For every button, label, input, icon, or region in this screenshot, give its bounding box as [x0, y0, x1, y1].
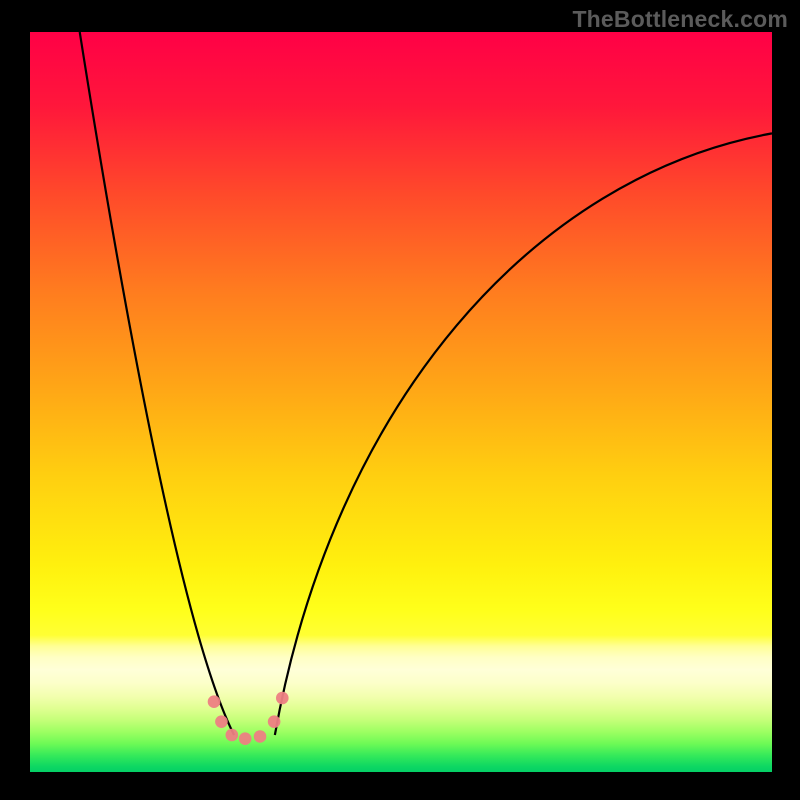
curve-marker [268, 715, 281, 728]
watermark-text: TheBottleneck.com [572, 6, 788, 33]
curve-right-branch [275, 133, 772, 735]
curve-marker [276, 692, 289, 705]
curve-marker [215, 715, 228, 728]
curve-marker [208, 695, 221, 708]
stage: TheBottleneck.com [0, 0, 800, 800]
curve-layer [30, 32, 772, 772]
plot-frame [30, 32, 772, 772]
curve-marker [254, 730, 267, 743]
curve-markers [208, 692, 289, 745]
curve-marker [239, 732, 252, 745]
curve-left-branch [80, 32, 234, 735]
curve-marker [226, 729, 239, 742]
